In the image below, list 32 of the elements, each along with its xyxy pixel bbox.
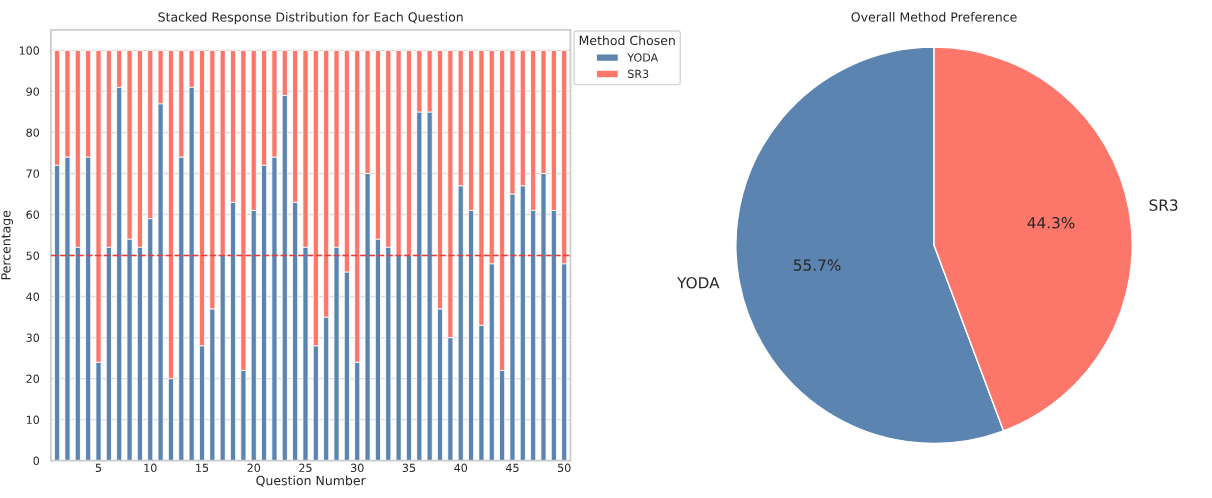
x-tick-label: 30 [351,463,364,473]
x-tick-label: 15 [196,463,209,473]
slice-label: SR3 [1149,199,1178,211]
y-axis-title: Percentage [1,210,14,280]
y-tick-label: 100 [19,46,40,55]
x-tick-label: 35 [402,463,416,473]
legend-label: YODA [627,53,659,62]
y-tick-label: 0 [33,456,40,466]
chart-title: Overall Method Preference [851,12,1017,22]
data-label: 55.7% [793,259,841,271]
x-tick-label: 40 [454,463,468,473]
y-tick-label: 40 [26,292,40,301]
y-tick-label: 10 [26,415,40,424]
y-tick-label: 80 [26,128,40,137]
x-tick-label: 10 [144,463,157,473]
data-label: 44.3% [1027,216,1075,229]
x-tick-label: 20 [247,463,261,473]
x-tick-label: 5 [95,463,102,473]
y-tick-label: 70 [26,169,40,178]
slice-label: YODA [677,276,720,289]
x-tick-label: 45 [505,463,519,473]
legend-label: SR3 [628,69,649,78]
y-tick-label: 30 [26,333,40,342]
x-tick-label: 25 [299,463,312,473]
y-tick-label: 90 [26,87,40,96]
x-tick-label: 50 [557,463,571,473]
chart-title: Stacked Response Distribution for Each Question [158,12,463,25]
y-tick-label: 50 [26,251,40,260]
x-axis-title: Question Number [256,475,366,487]
y-tick-label: 60 [26,210,40,219]
y-tick-label: 20 [26,374,40,383]
legend-title: Method Chosen [579,35,675,46]
